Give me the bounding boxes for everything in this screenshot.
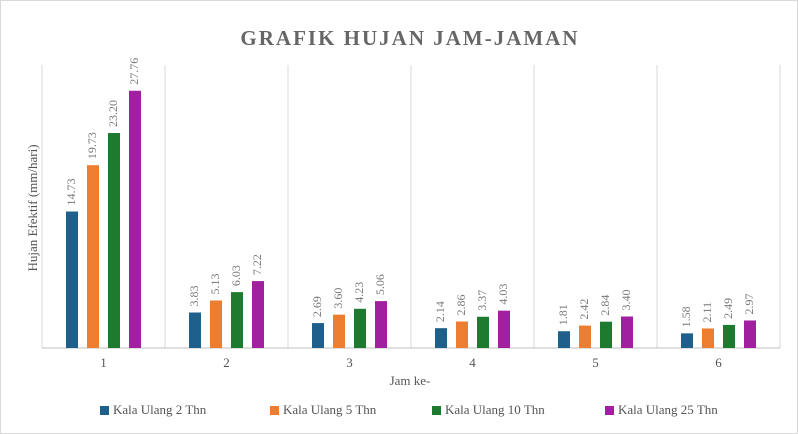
bar [477, 316, 489, 348]
bar [189, 312, 201, 348]
data-label: 2.42 [577, 299, 591, 320]
bar [681, 333, 693, 348]
data-label: 3.37 [475, 290, 489, 311]
bar [87, 165, 99, 348]
legend-label: Kala Ulang 10 Thn [445, 402, 545, 417]
x-tick-label: 5 [592, 355, 599, 370]
data-label: 1.58 [679, 306, 693, 327]
data-label: 27.76 [127, 58, 141, 85]
x-axis-label: Jam ke- [390, 373, 431, 388]
legend-label: Kala Ulang 25 Thn [618, 402, 718, 417]
legend-swatch [605, 406, 614, 415]
bar [744, 320, 756, 348]
legend-swatch [432, 406, 441, 415]
bar [600, 321, 612, 348]
legend-swatch [100, 406, 109, 415]
bar [333, 314, 345, 348]
data-label: 2.49 [721, 298, 735, 319]
x-tick-label: 3 [346, 355, 353, 370]
data-label: 19.73 [85, 132, 99, 159]
legend-label: Kala Ulang 5 Thn [283, 402, 377, 417]
bar [252, 281, 264, 348]
bar [231, 292, 243, 348]
bar [723, 324, 735, 348]
data-label: 5.06 [373, 274, 387, 295]
x-tick-label: 2 [223, 355, 230, 370]
bar [108, 133, 120, 348]
x-tick-label: 6 [715, 355, 722, 370]
bar [435, 328, 447, 348]
bar [375, 301, 387, 348]
legend-label: Kala Ulang 2 Thn [113, 402, 207, 417]
data-label: 2.97 [742, 293, 756, 314]
x-tick-label: 4 [469, 355, 476, 370]
x-tick-label: 1 [100, 355, 107, 370]
data-label: 4.03 [496, 284, 510, 305]
data-label: 2.14 [433, 301, 447, 322]
data-label: 23.20 [106, 100, 120, 127]
data-label: 3.40 [619, 289, 633, 310]
bar [312, 323, 324, 348]
data-label: 2.84 [598, 295, 612, 316]
data-label: 6.03 [229, 265, 243, 286]
data-label: 3.83 [187, 286, 201, 307]
bar [579, 325, 591, 348]
y-axis-label: Hujan Efektif (mm/hari) [25, 144, 40, 271]
bar [129, 90, 141, 349]
data-label: 2.86 [454, 294, 468, 315]
legend-swatch [270, 406, 279, 415]
data-label: 5.13 [208, 273, 222, 294]
bar [702, 328, 714, 348]
data-label: 2.69 [310, 296, 324, 317]
bar [558, 331, 570, 348]
data-label: 1.81 [556, 304, 570, 325]
bar [498, 310, 510, 348]
bar [210, 300, 222, 348]
data-label: 7.22 [250, 254, 264, 275]
data-label: 3.60 [331, 288, 345, 309]
bar [354, 308, 366, 348]
data-label: 4.23 [352, 282, 366, 303]
bar [456, 321, 468, 348]
bar [66, 211, 78, 348]
bar [621, 316, 633, 348]
data-label: 2.11 [700, 302, 714, 323]
chart-title: GRAFIK HUJAN JAM-JAMAN [240, 26, 579, 50]
data-label: 14.73 [64, 179, 78, 206]
